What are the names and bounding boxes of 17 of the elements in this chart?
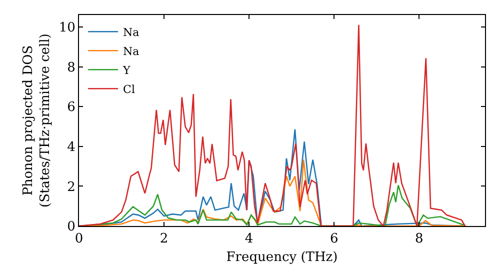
legend-label: Cl — [123, 82, 136, 96]
legend-label: Na — [123, 44, 140, 58]
y-tick-label: 0 — [67, 220, 76, 235]
legend-label: Y — [122, 64, 132, 77]
y-tick-label: 6 — [67, 100, 76, 116]
x-tick-label: 6 — [330, 232, 338, 247]
x-tick-label: 8 — [414, 232, 424, 247]
y-tick-label: 10 — [58, 20, 76, 36]
y-tick-label: 2 — [67, 180, 76, 195]
x-tick-label: 2 — [160, 232, 168, 247]
x-axis-title: Frequency (THz) — [226, 250, 338, 266]
x-tick-label: 4 — [244, 232, 254, 247]
y-tick-label: 4 — [67, 140, 76, 155]
y-axis-title: Phonon projected DOS (States/THz·primitive cell) — [20, 33, 53, 208]
legend-label: Na — [123, 26, 140, 39]
y-tick-label: 8 — [67, 60, 76, 76]
line-series — [79, 24, 466, 226]
